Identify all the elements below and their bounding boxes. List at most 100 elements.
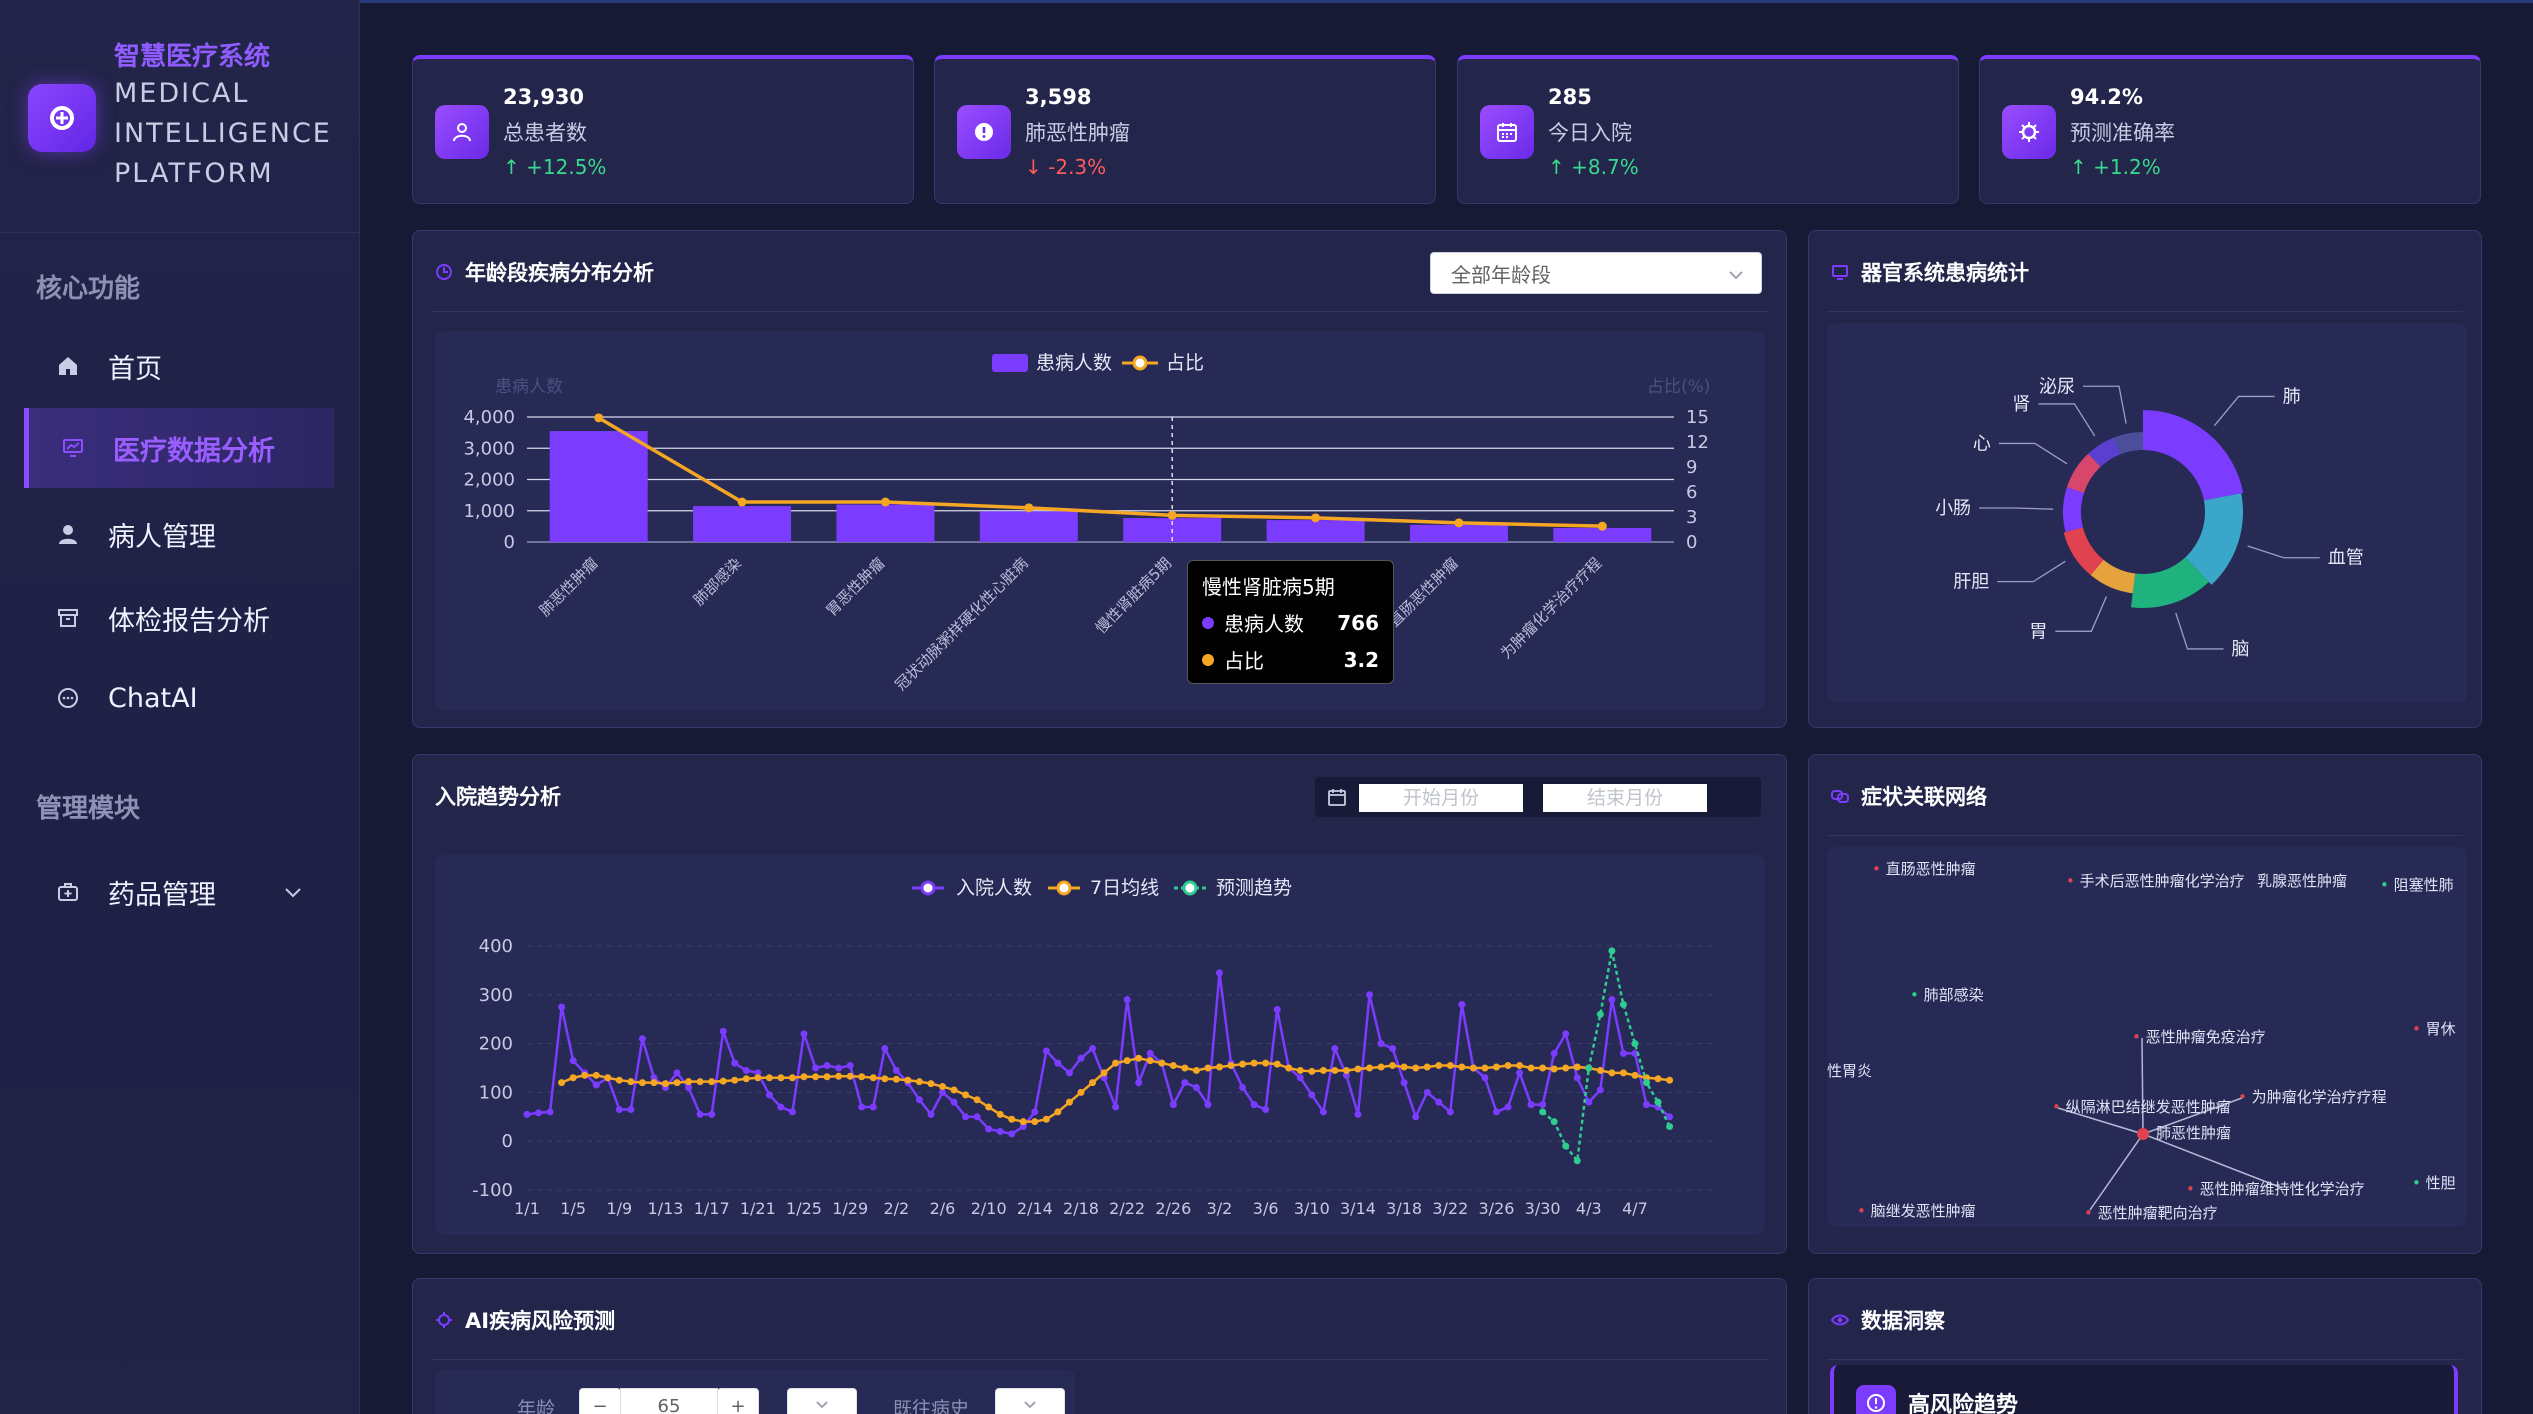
legend-label-ratio: 占比 (1166, 352, 1204, 374)
age-group-select[interactable]: 全部年龄段 (1430, 252, 1762, 294)
age-decrement-button[interactable]: − (579, 1388, 621, 1414)
network-node-label[interactable]: • 脑继发恶性肿瘤 (1857, 1202, 1976, 1220)
network-node-label[interactable]: • 阻塞性肺 (2380, 876, 2454, 894)
tooltip-dot (1202, 616, 1214, 629)
x-tick-label: 4/3 (1576, 1199, 1602, 1218)
month-range-picker[interactable]: 开始月份 结束月份 (1315, 777, 1761, 817)
bar-2 (836, 504, 935, 542)
network-node-lung-cancer[interactable] (2137, 1128, 2149, 1140)
admissions-point (1608, 996, 1616, 1004)
ma7-point (1562, 1064, 1570, 1072)
ratio-point (737, 497, 747, 507)
ma7-point (996, 1110, 1004, 1118)
brand-logo-icon[interactable] (28, 84, 96, 152)
network-node-label[interactable]: 乳腺恶性肿瘤 (2257, 872, 2348, 890)
x-tick-label: 1/17 (694, 1199, 730, 1218)
admissions-point (1423, 1088, 1431, 1096)
age-input[interactable]: 65 (620, 1388, 718, 1414)
ratio-point (594, 413, 604, 423)
sidebar-item-chatai[interactable]: ChatAI (24, 658, 334, 738)
symptom-network-links (2057, 1037, 2283, 1211)
admissions-point (1412, 1113, 1420, 1121)
x-tick-label: 4/7 (1622, 1199, 1648, 1218)
admissions-point (1296, 1074, 1304, 1082)
network-node-label[interactable]: • 为肿瘤化学治疗疗程 (2238, 1088, 2387, 1106)
ma7-point (661, 1080, 669, 1088)
risk-select[interactable] (787, 1388, 857, 1414)
x-tick-label: 3/10 (1294, 1199, 1330, 1218)
y-axis-title: 患病人数 (495, 377, 563, 397)
network-node-label[interactable]: • 直肠恶性肿瘤 (1872, 860, 1976, 878)
start-month-input[interactable]: 开始月份 (1359, 784, 1523, 812)
admissions-point (927, 1110, 935, 1118)
tooltip-row-value: 3.2 (1343, 647, 1379, 672)
x-tick-label: 2/22 (1109, 1199, 1145, 1218)
donut-slice-4 (2063, 527, 2104, 576)
stat-label: 预测准确率 (2070, 121, 2175, 145)
network-node-label[interactable]: • 恶性肿瘤维持性化学治疗 (2186, 1180, 2365, 1198)
legend-label-admissions: 入院人数 (956, 877, 1032, 899)
ma7-point (1054, 1108, 1062, 1116)
admissions-point (650, 1074, 658, 1082)
sidebar-item-label: 首页 (108, 353, 162, 385)
admissions-point (1250, 1101, 1258, 1109)
ma7-point (1619, 1069, 1627, 1077)
x-tick-label: 1/1 (514, 1199, 540, 1218)
network-node-label[interactable]: • 性胆 (2412, 1174, 2456, 1192)
ma7-point (1550, 1065, 1558, 1073)
tooltip-row-name: 占比 (1224, 649, 1264, 673)
bar-1 (693, 506, 792, 542)
ma7-point (1319, 1066, 1327, 1074)
chip-icon (435, 1310, 455, 1330)
donut-leader-line (2247, 545, 2320, 559)
bar-0 (549, 431, 648, 542)
high-risk-card[interactable]: 高风险趋势 (1830, 1365, 2458, 1414)
admissions-point (881, 1044, 889, 1052)
chart-monitor-icon (59, 434, 87, 462)
ma7-point (1135, 1054, 1143, 1062)
admissions-point (1204, 1101, 1212, 1109)
sidebar-item-home[interactable]: 首页 (24, 326, 334, 406)
medkit-icon (54, 878, 82, 906)
ma7-point (1412, 1064, 1420, 1072)
donut-hole (2082, 451, 2204, 573)
ma7-point (962, 1091, 970, 1099)
ma7-point (800, 1073, 808, 1081)
admission-chart-area (435, 855, 1765, 1235)
admissions-point (1239, 1084, 1247, 1092)
network-node-label[interactable]: • 恶性肿瘤免疫治疗 (2132, 1028, 2266, 1046)
ma7-point (1516, 1062, 1524, 1070)
history-select[interactable] (995, 1388, 1065, 1414)
admissions-point (777, 1103, 785, 1111)
ma7-point (777, 1074, 785, 1082)
sidebar-item-drugs[interactable]: 药品管理 (24, 852, 334, 932)
trend-chart-legend: 入院人数 7日均线 预测趋势 (912, 877, 1292, 899)
user-icon (435, 105, 489, 159)
admissions-point (1342, 1071, 1350, 1079)
ma7-point (765, 1074, 773, 1082)
admissions-point (1354, 1110, 1362, 1118)
network-node-label[interactable]: • 肺部感染 (1910, 986, 1984, 1004)
network-node-label[interactable]: • 恶性肿瘤靶向治疗 (2084, 1204, 2218, 1222)
admissions-point (938, 1088, 946, 1096)
network-node-label[interactable]: 肺恶性肿瘤 (2156, 1124, 2232, 1142)
x-tick-label: 慢性肾脏病5期 (1092, 554, 1175, 637)
sidebar-item-medical-analysis[interactable]: 医疗数据分析 (24, 408, 334, 488)
network-node-label[interactable]: • 手术后恶性肿瘤化学治疗 (2066, 872, 2245, 890)
sidebar-item-exam-report[interactable]: 体检报告分析 (24, 578, 334, 658)
end-month-input[interactable]: 结束月份 (1543, 784, 1707, 812)
donut-label: 血管 (2328, 548, 2364, 569)
network-node-label[interactable]: 性胃炎 (1827, 1062, 1873, 1080)
sidebar-item-patients[interactable]: 病人管理 (24, 494, 334, 574)
donut-label: 小肠 (1935, 498, 1971, 519)
network-node-label[interactable]: • 胃休 (2412, 1020, 2456, 1038)
chevron-down-icon (1024, 1401, 1036, 1409)
ma7-point (581, 1071, 589, 1079)
ma7-point (915, 1078, 923, 1086)
stat-value: 3,598 (1025, 85, 1092, 109)
chevron-down-icon[interactable] (282, 880, 304, 911)
age-increment-button[interactable]: + (717, 1388, 759, 1414)
ma7-line (561, 1056, 1670, 1123)
network-node-label[interactable]: • 纵隔淋巴结继发恶性肿瘤 (2052, 1098, 2231, 1116)
